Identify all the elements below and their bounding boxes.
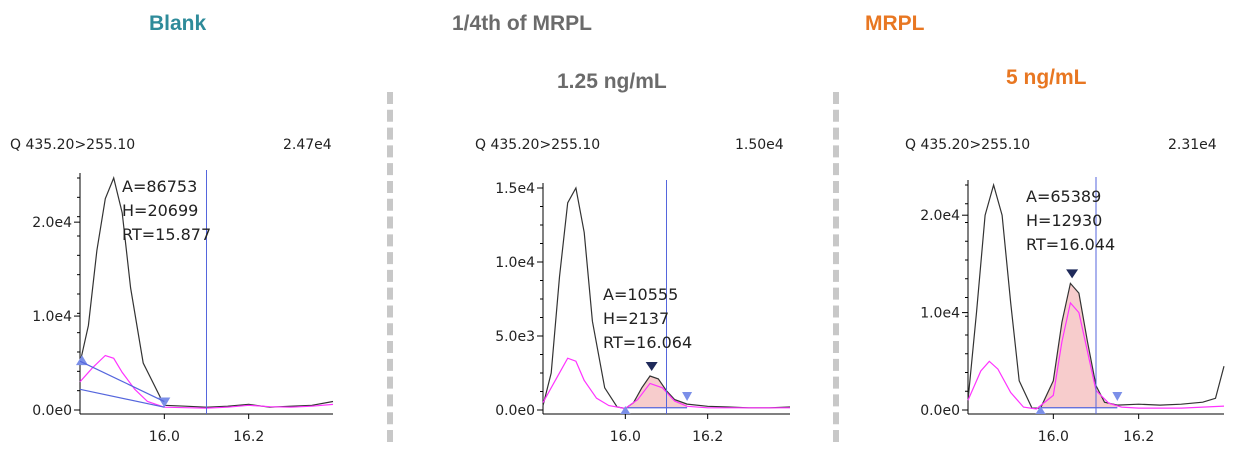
panel-divider-left [387,92,393,442]
peak-end-marker [682,392,693,401]
peak-area [625,375,688,409]
x-tick-label: 16.2 [692,429,723,445]
peak-annotation: H=20699 [122,201,198,220]
y-tick-label: 0.0e0 [32,403,72,419]
peak-annotation: A=10555 [603,285,678,304]
secondary-trace-line [967,301,1225,410]
peak-annotation: RT=16.064 [603,333,692,352]
quarter-title: 1/4th of MRPL [452,12,592,35]
peak-area [1040,283,1118,409]
peak-start-marker [76,355,88,366]
x-tick-label: 16.0 [1038,429,1069,445]
mrpl-title: MRPL [865,12,925,35]
y-tick-label: 1.0e4 [32,309,72,325]
y-tick-label: 0.0e0 [920,403,960,419]
x-tick-label: 16.0 [610,429,641,445]
y-tick-label: 0.0e0 [495,403,535,419]
max-intensity-label: 2.31e4 [1168,137,1217,153]
baseline-line [79,360,165,403]
y-tick-label: 1.0e4 [495,255,535,271]
transition-label: Q 435.20>255.10 [10,137,135,153]
peak-start-marker [620,406,631,414]
apex-marker [1066,269,1079,279]
peak-annotation: RT=16.044 [1026,235,1115,254]
peak-end-marker [1112,392,1123,401]
mrpl-concentration: 5 ng/mL [1006,66,1087,89]
y-tick-label: 2.0e4 [920,208,960,224]
transition-label: Q 435.20>255.10 [905,137,1030,153]
transition-label: Q 435.20>255.10 [475,137,600,153]
peak-annotation: H=2137 [603,309,669,328]
peak-annotation: RT=15.877 [122,225,211,244]
secondary-trace-line [79,354,334,409]
blank-title: Blank [149,12,207,35]
peak-annotation: H=12930 [1026,211,1102,230]
y-tick-label: 1.0e4 [920,306,960,322]
y-tick-label: 5.0e3 [495,329,535,345]
max-intensity-label: 1.50e4 [735,137,784,153]
y-tick-label: 2.0e4 [32,215,72,231]
x-tick-label: 16.0 [149,429,180,445]
peak-annotation: A=65389 [1026,187,1101,206]
y-tick-label: 1.5e4 [495,181,535,197]
panel-divider-right [833,92,839,442]
main-trace-line [967,182,1225,409]
quarter-concentration: 1.25 ng/mL [557,70,667,93]
x-tick-label: 16.2 [233,429,264,445]
main-trace-line [542,186,791,410]
x-tick-label: 16.2 [1123,429,1154,445]
peak-annotation: A=86753 [122,177,197,196]
max-intensity-label: 2.47e4 [283,137,332,153]
secondary-trace-line [542,357,790,410]
apex-marker [645,361,658,371]
peak-start-marker [1035,406,1046,414]
baseline-line [79,388,165,408]
